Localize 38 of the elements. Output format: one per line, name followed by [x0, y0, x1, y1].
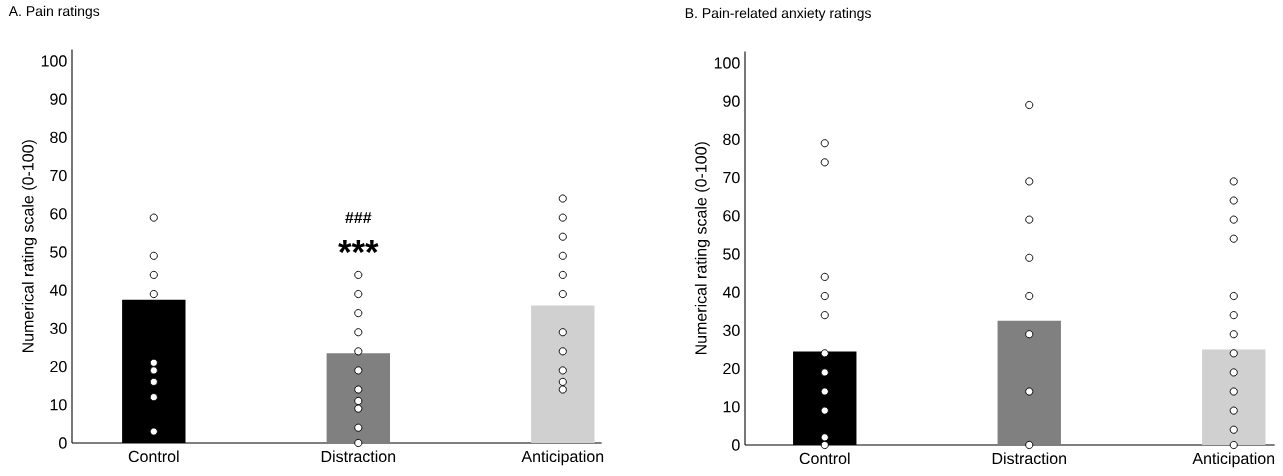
y-tick-label: 10 — [50, 399, 67, 411]
y-tick-label: 100 — [41, 55, 67, 67]
x-tick-label: Control — [799, 452, 850, 465]
annotation: ### — [345, 212, 372, 224]
bar — [531, 305, 595, 443]
bar — [1202, 349, 1266, 445]
y-axis-title: Numerical rating scale (0-100) — [694, 142, 710, 355]
y-tick-label: 60 — [723, 210, 740, 222]
y-tick-label: 40 — [722, 286, 740, 298]
y-tick-label: 100 — [714, 57, 740, 69]
x-tick-label: Anticipation — [1192, 452, 1275, 468]
y-tick-label: 60 — [50, 208, 67, 220]
y-tick-label: 10 — [723, 401, 740, 413]
y-tick-label: 70 — [723, 171, 740, 184]
y-axis-title: Numerical rating scale (0-100) — [21, 140, 37, 353]
y-tick-label: 80 — [50, 131, 67, 144]
x-tick-label: Anticipation — [521, 450, 604, 466]
y-tick-label: 30 — [50, 322, 67, 335]
y-tick-label: 20 — [50, 360, 67, 373]
x-tick-label: Distraction — [992, 452, 1066, 465]
y-tick-label: 0 — [59, 437, 67, 449]
y-tick-label: 0 — [732, 439, 740, 451]
chart-title: A. Pain ratings — [8, 5, 100, 19]
annotation: *** — [338, 240, 379, 253]
y-tick-label: 20 — [723, 362, 740, 375]
y-tick-label: 50 — [50, 246, 67, 258]
y-tick-label: 40 — [49, 284, 67, 296]
bar — [326, 353, 390, 443]
x-tick-label: Control — [128, 450, 179, 463]
y-tick-label: 90 — [50, 93, 67, 105]
chart-title: B. Pain-related anxiety ratings — [685, 7, 871, 21]
x-tick-label: Distraction — [321, 450, 396, 463]
y-tick-label: 70 — [50, 169, 67, 182]
bar — [997, 320, 1061, 445]
y-tick-label: 80 — [723, 133, 740, 146]
y-tick-label: 90 — [723, 95, 740, 107]
y-tick-label: 50 — [723, 248, 740, 260]
y-tick-label: 30 — [723, 324, 740, 337]
